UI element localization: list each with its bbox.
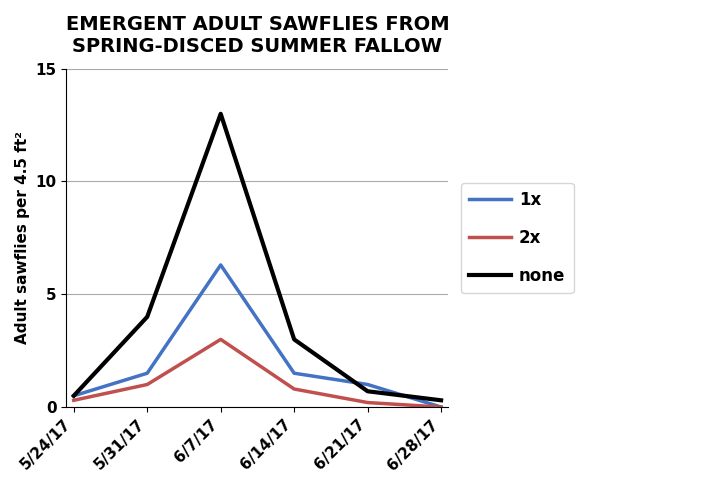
none: [143, 314, 151, 320]
1x: [69, 393, 78, 399]
Y-axis label: Adult sawflies per 4.5 ft²: Adult sawflies per 4.5 ft²: [15, 131, 30, 345]
2x: [69, 397, 78, 403]
1x: [437, 404, 446, 410]
Legend: 1x, 2x, none: 1x, 2x, none: [461, 183, 574, 293]
Line: none: none: [73, 114, 441, 400]
none: [290, 336, 299, 342]
1x: [217, 262, 225, 268]
none: [364, 388, 372, 394]
1x: [290, 370, 299, 376]
1x: [143, 370, 151, 376]
1x: [364, 382, 372, 387]
2x: [143, 382, 151, 387]
none: [437, 397, 446, 403]
2x: [437, 404, 446, 410]
2x: [290, 386, 299, 392]
Line: 1x: 1x: [73, 265, 441, 407]
Line: 2x: 2x: [73, 339, 441, 407]
Title: EMERGENT ADULT SAWFLIES FROM
SPRING-DISCED SUMMER FALLOW: EMERGENT ADULT SAWFLIES FROM SPRING-DISC…: [66, 15, 449, 56]
2x: [364, 400, 372, 406]
none: [69, 393, 78, 399]
none: [217, 111, 225, 117]
2x: [217, 336, 225, 342]
